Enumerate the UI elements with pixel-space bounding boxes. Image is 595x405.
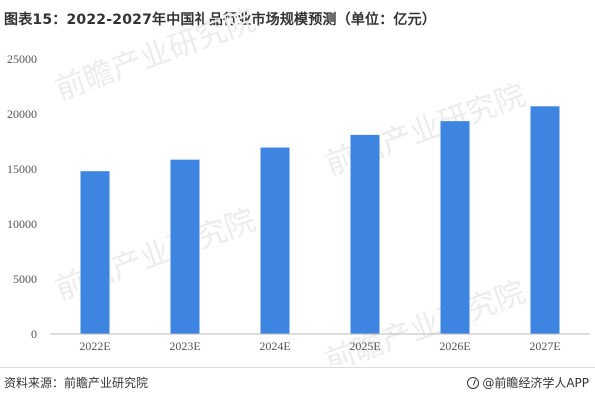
x-tick-label: 2023E xyxy=(169,339,200,353)
bar-2025E xyxy=(350,134,380,334)
y-tick-label: 25000 xyxy=(7,52,37,66)
chart-title: 图表15：2022-2027年中国礼品行业市场规模预测（单位：亿元） xyxy=(4,12,437,28)
bar-2022E xyxy=(80,171,110,334)
brand-logo-icon xyxy=(467,376,480,389)
brand-text: @前瞻经济学人APP xyxy=(482,376,589,390)
y-tick-label: 0 xyxy=(31,327,37,341)
x-tick-label: 2024E xyxy=(259,339,290,353)
source-note: 资料来源：前瞻产业研究院 xyxy=(4,376,149,390)
y-tick-label: 5000 xyxy=(13,272,37,286)
bars xyxy=(80,106,560,335)
bar-2027E xyxy=(530,106,560,334)
bar-chart: 前瞻产业研究院 前瞻产业研究院 前瞻产业研究院 前瞻产业研究院 05000100… xyxy=(7,3,590,365)
x-tick-label: 2027E xyxy=(529,339,560,353)
brand-label: @前瞻经济学人APP xyxy=(467,374,589,391)
y-tick-label: 10000 xyxy=(7,217,37,231)
bar-2026E xyxy=(440,121,470,335)
x-tick-label: 2025E xyxy=(349,339,380,353)
bar-2024E xyxy=(260,147,290,334)
watermark-text: 前瞻产业研究院 xyxy=(51,3,260,108)
y-axis-ticks: 0 5000 10000 15000 20000 25000 xyxy=(7,52,37,341)
footer-divider xyxy=(0,367,595,368)
y-tick-label: 15000 xyxy=(7,162,37,176)
x-tick-label: 2026E xyxy=(439,339,470,353)
bar-2023E xyxy=(170,159,200,334)
x-tick-label: 2022E xyxy=(79,339,110,353)
y-tick-label: 20000 xyxy=(7,107,37,121)
x-axis-ticks: 2022E 2023E 2024E 2025E 2026E 2027E xyxy=(79,339,560,353)
